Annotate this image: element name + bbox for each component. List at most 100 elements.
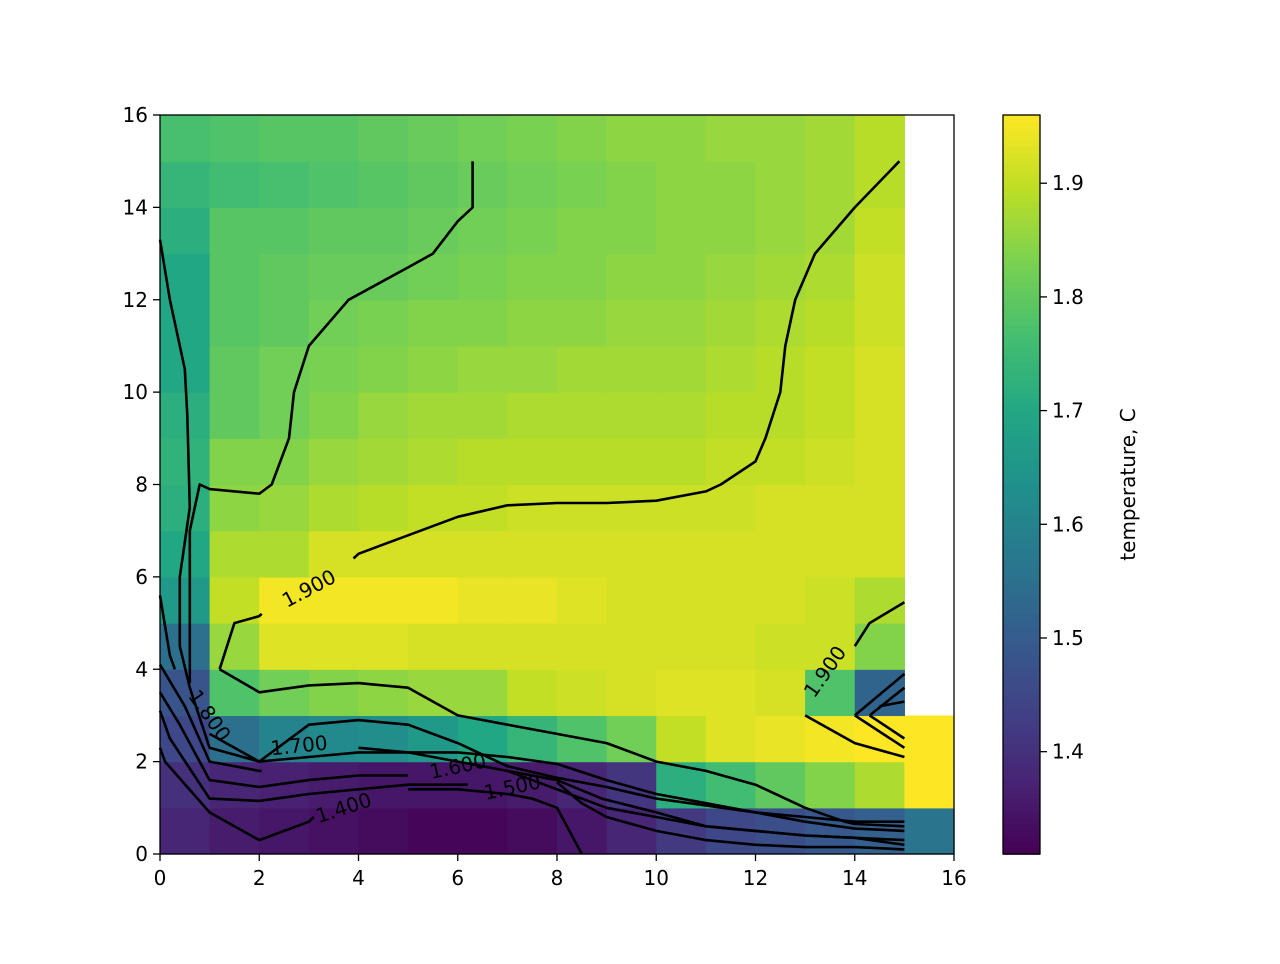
y-tick-label: 8 (135, 473, 148, 497)
colorbar-segment (1003, 213, 1040, 221)
heatmap-cell (854, 438, 905, 486)
colorbar-segment (1003, 379, 1040, 387)
heatmap-cell (507, 576, 558, 624)
heatmap-cell (606, 392, 657, 439)
heatmap-cell (457, 345, 508, 393)
heatmap-cell (557, 438, 608, 486)
heatmap-cell (854, 253, 905, 301)
heatmap-cell (805, 115, 856, 162)
heatmap-cell (606, 438, 657, 486)
heatmap-cell (358, 207, 409, 255)
colorbar-segment (1003, 767, 1040, 775)
heatmap-cell (557, 392, 608, 439)
heatmap-cell (805, 253, 856, 301)
x-tick-label: 2 (253, 866, 266, 890)
contour-line (853, 601, 906, 647)
heatmap-cell (755, 530, 806, 578)
heatmap-cell (308, 530, 360, 578)
contour-line (868, 686, 906, 717)
colorbar-segment (1003, 595, 1040, 603)
colorbar-segment (1003, 139, 1040, 147)
heatmap-cell (755, 161, 806, 208)
heatmap-cell (656, 392, 707, 439)
heatmap-cell (308, 299, 360, 347)
x-tick-label: 14 (842, 866, 867, 890)
heatmap-cell (705, 345, 757, 393)
heatmap-cell (507, 669, 558, 717)
heatmap-cell (854, 207, 905, 255)
heatmap-cell (557, 576, 608, 624)
heatmap-cell (656, 669, 707, 717)
colorbar-segment (1003, 749, 1040, 757)
colorbar-segment (1003, 810, 1040, 818)
contour-lines (158, 160, 906, 855)
heatmap-cell (557, 207, 608, 255)
colorbar-segment (1003, 841, 1040, 849)
heatmap-cell (308, 392, 360, 439)
heatmap-cell (408, 484, 459, 532)
colorbar-segment (1003, 613, 1040, 621)
colorbar-segment (1003, 441, 1040, 449)
heatmap-cell (358, 669, 409, 717)
colorbar-segment (1003, 656, 1040, 664)
x-axis: 0 2 4 6 8 10 12 14 16 (154, 854, 967, 890)
heatmap-cell (656, 438, 707, 486)
heatmap-cell (160, 438, 211, 486)
heatmap-cell (308, 576, 360, 624)
contour-label: 1.700 (269, 731, 328, 761)
contour-line (556, 781, 905, 851)
contour-line (218, 668, 905, 828)
colorbar-segment (1003, 478, 1040, 486)
heatmap-cell (507, 530, 558, 578)
heatmap-cell (358, 115, 409, 162)
colorbar-segment (1003, 780, 1040, 788)
colorbar-segment (1003, 786, 1040, 794)
contour-line (408, 787, 583, 855)
colorbar-segment (1003, 693, 1040, 701)
heatmap-cell (805, 761, 856, 809)
contour-line (879, 700, 905, 708)
heatmap-cell (606, 669, 657, 717)
heatmap-cell (308, 669, 360, 717)
colorbar-segment (1003, 773, 1040, 781)
colorbar-segment (1003, 115, 1040, 122)
heatmap-cell (904, 807, 955, 855)
colorbar-segment (1003, 712, 1040, 720)
colorbar-segment (1003, 182, 1040, 190)
y-tick-label: 12 (123, 288, 148, 312)
heatmap-cell (358, 299, 409, 347)
heatmap-cell (805, 392, 856, 439)
colorbar-segment (1003, 410, 1040, 418)
heatmap-cell (160, 299, 211, 347)
heatmap-cell (705, 576, 757, 624)
colorbar-segment (1003, 151, 1040, 159)
colorbar-segment (1003, 262, 1040, 270)
colorbar-segment (1003, 521, 1040, 529)
contour-line (208, 718, 905, 824)
heatmap-cell (259, 438, 310, 486)
colorbar-segment (1003, 324, 1040, 332)
heatmap-cell (160, 807, 211, 855)
colorbar-segment (1003, 127, 1040, 135)
heatmap-cell (358, 623, 409, 670)
colorbar-segment (1003, 349, 1040, 356)
colorbar-segment (1003, 318, 1040, 326)
colorbar-segment (1003, 459, 1040, 467)
heatmap-cell (705, 299, 757, 347)
heatmap-cell (705, 530, 757, 578)
heatmap-cell (507, 115, 558, 162)
heatmap-cell (755, 207, 806, 255)
heatmap-cell (259, 530, 310, 578)
colorbar-segment (1003, 336, 1040, 344)
heatmap-cell (705, 161, 757, 208)
heatmap-cell (209, 345, 260, 393)
colorbar-segment (1003, 330, 1040, 338)
heatmap-cell (160, 392, 211, 439)
heatmap-cell (805, 484, 856, 532)
heatmap-cell (606, 345, 657, 393)
heatmap-cell (507, 623, 558, 670)
heatmap-cell (209, 253, 260, 301)
colorbar-segment (1003, 607, 1040, 615)
heatmap-cell (805, 438, 856, 486)
heatmap-cell (705, 484, 757, 532)
